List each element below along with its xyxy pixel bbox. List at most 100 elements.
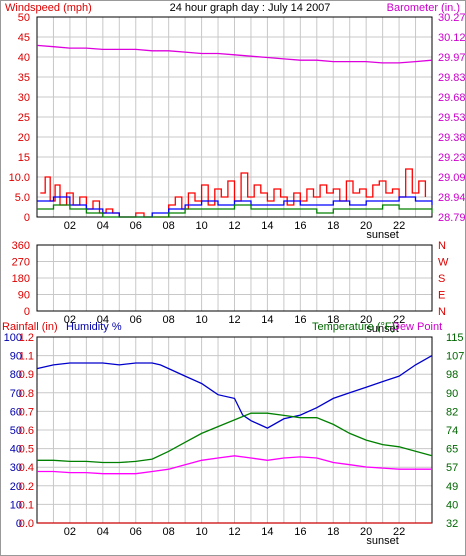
climate-sunset-label: sunset (366, 535, 398, 547)
rainfall-y-tick: 0.5 (19, 444, 34, 456)
barometer-y-tick: 30.12 (438, 32, 466, 44)
direction-y-tick: 360 (12, 240, 30, 252)
dewpoint-axis-title: Dew Point (392, 321, 442, 333)
wind-y-tick: 45 (18, 32, 30, 44)
direction-x-tick: 12 (228, 314, 240, 326)
temperature-axis-title: Temperature (°F) (312, 321, 395, 333)
climate-panel: 10090807060504030201001.21.10.90.80.70.6… (4, 332, 465, 547)
humidity-y-tick: 60 (10, 406, 22, 418)
wind-x-tick: 18 (327, 220, 339, 232)
barometer-axis-title: Barometer (in.) (387, 2, 460, 14)
wind-x-tick: 04 (97, 220, 109, 232)
barometer-y-tick: 28.79 (438, 212, 466, 224)
humidity-axis-title: Humidity % (66, 321, 122, 333)
wind-y-tick: 0 (24, 212, 30, 224)
humidity-y-tick: 80 (10, 369, 22, 381)
wind-x-tick: 22 (393, 220, 405, 232)
direction-x-tick: 18 (327, 314, 339, 326)
wind-y-tick: 30 (18, 92, 30, 104)
climate-x-tick: 10 (195, 526, 207, 538)
humidity-y-tick: 70 (10, 388, 22, 400)
temperature-line (37, 412, 433, 464)
rainfall-y-tick: 0.4 (19, 462, 34, 474)
compass-y-tick: E (438, 290, 445, 302)
compass-y-tick: W (438, 257, 449, 269)
climate-x-tick: 04 (97, 526, 109, 538)
wind-y-tick: 10.0 (9, 172, 30, 184)
windspeed-line (40, 168, 427, 218)
wind-x-tick: 12 (228, 220, 240, 232)
climate-x-tick: 16 (294, 526, 306, 538)
humidity-line (36, 355, 433, 429)
climate-x-tick: 06 (130, 526, 142, 538)
direction-x-tick: 20 (360, 314, 372, 326)
compass-y-tick: N (438, 306, 446, 318)
barometer-y-tick: 29.83 (438, 72, 466, 84)
climate-x-tick: 20 (360, 526, 372, 538)
temperature-y-tick: 49 (446, 481, 458, 493)
temperature-y-tick: 115 (446, 332, 464, 344)
direction-sunset-label: sunset (366, 323, 398, 335)
temperature-y-tick: 74 (446, 425, 458, 437)
barometer-line (36, 44, 433, 64)
rainfall-y-tick: 0.0 (19, 518, 34, 530)
barometer-y-tick: 29.38 (438, 132, 466, 144)
rainfall-y-tick: 0.6 (19, 425, 34, 437)
temperature-y-tick: 40 (446, 499, 458, 511)
chart-title: 24 hour graph day : July 14 2007 (170, 2, 331, 14)
direction-plot-frame (36, 244, 433, 312)
wind-panel: 50 45 40 35 30 25 20 15 10.0 5.0 0 30.27 30.12 29.97 2… (9, 12, 466, 241)
direction-x-tick: 02 (64, 314, 76, 326)
humidity-y-tick: 100 (4, 332, 22, 344)
climate-x-tick: 14 (261, 526, 273, 538)
dewpoint-line (37, 455, 432, 475)
temperature-y-tick: 32 (446, 518, 458, 530)
rainfall-y-tick: 0.8 (19, 388, 34, 400)
rainfall-y-tick: 1.2 (19, 332, 34, 344)
wind-x-tick: 08 (163, 220, 175, 232)
wind-y-tick: 35 (18, 72, 30, 84)
wind-x-tick: 10 (195, 220, 207, 232)
humidity-y-tick: 10 (10, 499, 22, 511)
barometer-y-tick: 28.94 (438, 192, 466, 204)
wind-y-tick: 5.0 (15, 192, 30, 204)
direction-x-tick: 14 (261, 314, 273, 326)
temperature-y-tick: 65 (446, 444, 458, 456)
climate-x-tick: 18 (327, 526, 339, 538)
temperature-y-tick: 107 (446, 351, 464, 363)
rainfall-y-tick: 0.9 (19, 369, 34, 381)
barometer-y-tick: 29.23 (438, 152, 466, 164)
wind-x-tick: 20 (360, 220, 372, 232)
wind-y-tick: 50 (18, 12, 30, 24)
temperature-y-tick: 98 (446, 369, 458, 381)
wind-sunset-label: sunset (366, 229, 398, 241)
calm-line (37, 204, 433, 218)
wind-x-tick: 06 (130, 220, 142, 232)
compass-y-tick: N (438, 240, 446, 252)
direction-x-tick: 16 (294, 314, 306, 326)
rainfall-axis-title: Rainfall (in) (2, 321, 58, 333)
rainfall-y-tick: 0.2 (19, 481, 34, 493)
humidity-y-tick: 0 (16, 518, 22, 530)
barometer-y-tick: 29.09 (438, 172, 466, 184)
rainfall-y-tick: 1.1 (19, 351, 34, 363)
direction-x-tick: 08 (163, 314, 175, 326)
direction-y-tick: 0 (24, 306, 30, 318)
direction-y-tick: 270 (12, 257, 30, 269)
direction-x-tick: 22 (393, 314, 405, 326)
rainfall-y-tick: 0.1 (19, 499, 34, 511)
direction-y-tick: 90 (18, 290, 30, 302)
wind-x-tick: 14 (261, 220, 273, 232)
wind-x-tick: 02 (64, 220, 76, 232)
humidity-y-tick: 90 (10, 351, 22, 363)
rainfall-y-tick: 0.7 (19, 406, 34, 418)
wind-plot-frame (36, 16, 433, 218)
climate-x-tick: 22 (393, 526, 405, 538)
barometer-y-tick: 29.97 (438, 52, 466, 64)
humidity-y-tick: 20 (10, 481, 22, 493)
direction-x-tick: 04 (97, 314, 109, 326)
barometer-y-tick: 29.68 (438, 92, 466, 104)
climate-x-tick: 12 (228, 526, 240, 538)
